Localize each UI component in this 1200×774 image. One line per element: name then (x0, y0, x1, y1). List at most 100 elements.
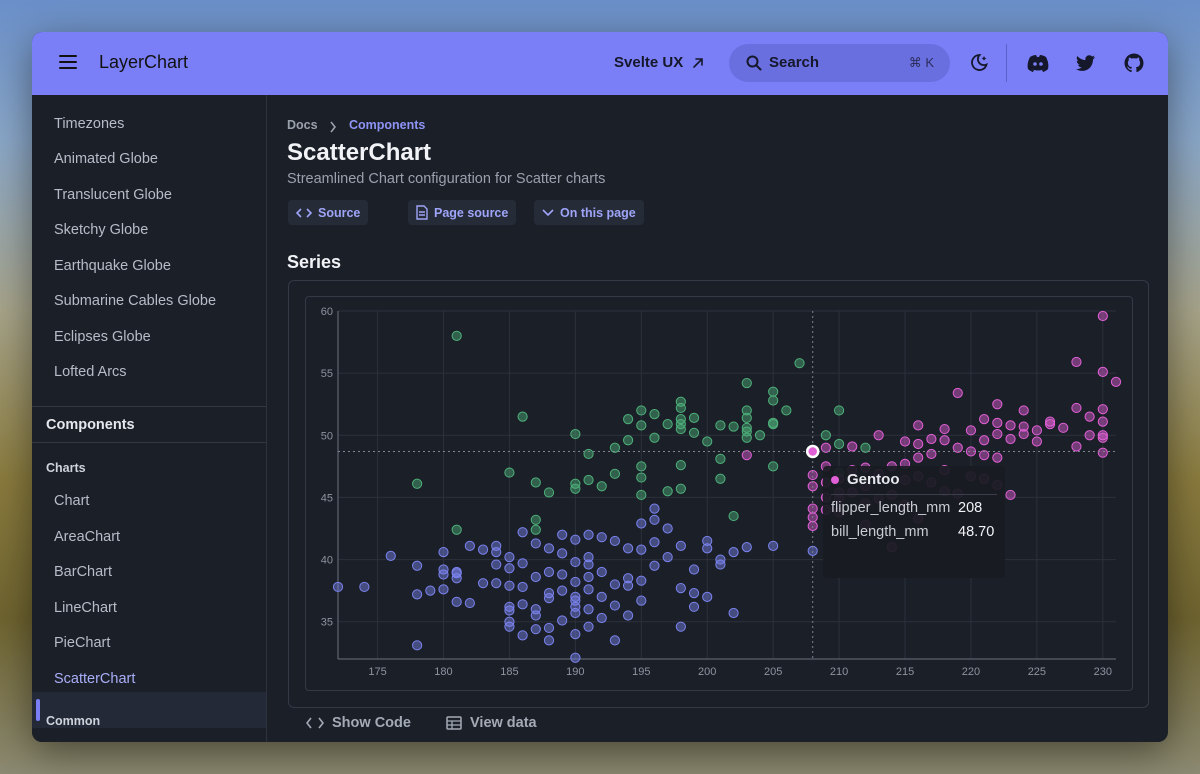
breadcrumb-components[interactable]: Components (349, 118, 426, 132)
scatter-point (741, 450, 752, 461)
external-link-icon (693, 57, 704, 68)
tooltip-y-label: bill_length_mm (831, 524, 929, 540)
scatter-point (570, 607, 581, 619)
scatter-point (504, 467, 515, 478)
scatter-point (688, 427, 700, 438)
scatter-point (332, 581, 344, 593)
scatter-point (451, 330, 462, 341)
view-data-button[interactable]: View data (446, 715, 537, 731)
sidebar-section-components[interactable]: Components (46, 417, 135, 433)
scatter-point (412, 589, 423, 600)
scatter-point (596, 566, 607, 578)
moon-icon[interactable] (969, 52, 991, 74)
breadcrumb-docs[interactable]: Docs (287, 118, 318, 132)
page-title: ScatterChart (287, 139, 432, 166)
page-source-button[interactable]: Page source (408, 200, 517, 225)
scatter-point (715, 453, 726, 464)
scatter-point (1005, 433, 1016, 445)
scatter-point (1071, 441, 1082, 452)
scatter-point (992, 428, 1003, 440)
sidebar-item-chart[interactable]: Chart (54, 493, 90, 509)
x-tick-label: 205 (764, 666, 782, 678)
scatter-point (741, 412, 752, 423)
scatter-point (609, 600, 621, 611)
sidebar-item-sketchy-globe[interactable]: Sketchy Globe (54, 222, 149, 238)
scatter-point (636, 544, 647, 555)
scatter-point (1071, 356, 1082, 368)
scatter-point (609, 468, 621, 479)
sidebar-item-piechart[interactable]: PieChart (54, 635, 111, 651)
scatter-point (517, 527, 528, 538)
sidebar-item-lofted-arcs[interactable]: Lofted Arcs (54, 364, 127, 380)
scatter-point (741, 542, 752, 553)
sidebar-item-eclipses-globe[interactable]: Eclipses Globe (54, 329, 151, 345)
scatter-point (807, 469, 818, 481)
scatter-point (583, 448, 594, 460)
tooltip-series-dot (831, 475, 839, 484)
scatter-point (557, 529, 568, 540)
scatter-point (728, 607, 739, 619)
scatter-point (781, 405, 792, 416)
scatter-point (913, 438, 924, 450)
section-title-series: Series (287, 252, 342, 272)
scatter-point (570, 652, 581, 663)
sidebar-item-translucent-globe[interactable]: Translucent Globe (54, 187, 172, 203)
twitter-icon[interactable] (1075, 52, 1097, 74)
sidebar-item-barchart[interactable]: BarChart (54, 564, 113, 580)
source-button[interactable]: Source (288, 200, 369, 225)
scatter-point (517, 630, 528, 641)
menu-icon[interactable] (59, 55, 77, 69)
sidebar-item-timezones[interactable]: Timezones (54, 116, 125, 132)
search-button[interactable]: Search ⌘ K (729, 44, 950, 82)
search-label: Search (769, 54, 820, 71)
sidebar-item-scatterchart[interactable]: ScatterChart (54, 671, 136, 687)
tooltip-header: Gentoo (831, 471, 900, 488)
github-icon[interactable] (1123, 52, 1145, 74)
scatter-point (847, 441, 858, 452)
scatter-point (504, 601, 515, 612)
scatter-point (636, 575, 647, 586)
scatter-point (702, 436, 713, 447)
sidebar-item-linechart[interactable]: LineChart (54, 600, 117, 616)
scatter-point (451, 568, 462, 579)
scatter-point (543, 622, 555, 634)
app-title[interactable]: LayerChart (99, 52, 189, 72)
scatter-point (662, 486, 673, 497)
scatter-point (1031, 425, 1042, 436)
scatter-point (583, 584, 594, 595)
scatter-point (583, 474, 594, 486)
scatter-point (517, 558, 528, 569)
show-code-button[interactable]: Show Code (306, 715, 411, 731)
scatter-point (438, 584, 449, 595)
sidebar-item-areachart[interactable]: AreaChart (54, 529, 121, 545)
discord-icon[interactable] (1026, 52, 1050, 74)
scatter-point (754, 430, 766, 441)
scatter-point (530, 524, 541, 535)
scatter-chart[interactable]: 175 180 185 190 195 200 205 210 215 220 225 230 35 40… (306, 297, 1134, 692)
scatter-point (1097, 447, 1108, 458)
scatter-point (636, 405, 647, 416)
scatter-point (464, 540, 475, 551)
sidebar-item-earthquake-globe[interactable]: Earthquake Globe (54, 258, 171, 274)
code-icon (306, 717, 324, 729)
scatter-point (833, 405, 845, 416)
svelte-ux-link[interactable]: Svelte UX (614, 54, 705, 71)
scatter-point (675, 460, 686, 471)
sidebar-item-submarine-cables-globe[interactable]: Submarine Cables Globe (54, 293, 217, 309)
chart-tooltip: Gentoo flipper_length_mm 208 bill_length… (823, 466, 1005, 578)
on-this-page-button[interactable]: On this page (534, 200, 644, 225)
y-tick-label: 45 (321, 492, 333, 504)
svelte-ux-label: Svelte UX (614, 54, 684, 71)
scatter-point (1097, 404, 1108, 415)
scatter-point (557, 585, 568, 596)
chart-card: 175 180 185 190 195 200 205 210 215 220 225 230 35 40… (288, 280, 1149, 708)
scatter-point (438, 547, 449, 558)
scatter-point (741, 377, 752, 389)
scatter-point (728, 547, 739, 558)
file-icon (416, 205, 428, 220)
x-tick-label: 230 (1094, 666, 1112, 678)
sidebar-group-charts: Charts (46, 461, 86, 475)
scatter-point (715, 554, 726, 565)
scatter-point (820, 442, 831, 453)
sidebar-item-animated-globe[interactable]: Animated Globe (54, 151, 158, 167)
